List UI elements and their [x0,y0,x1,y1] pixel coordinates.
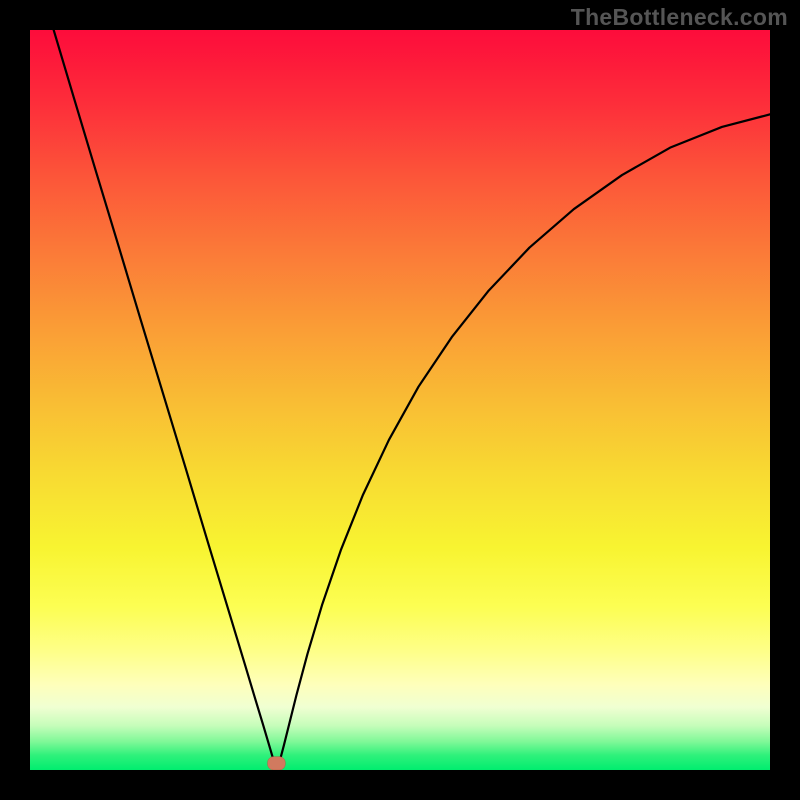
attribution-label: TheBottleneck.com [571,4,788,31]
gradient-background [30,30,770,770]
chart-frame: TheBottleneck.com [0,0,800,800]
optimal-point-marker [268,757,286,770]
bottleneck-curve-chart [30,30,770,770]
plot-area [30,30,770,770]
